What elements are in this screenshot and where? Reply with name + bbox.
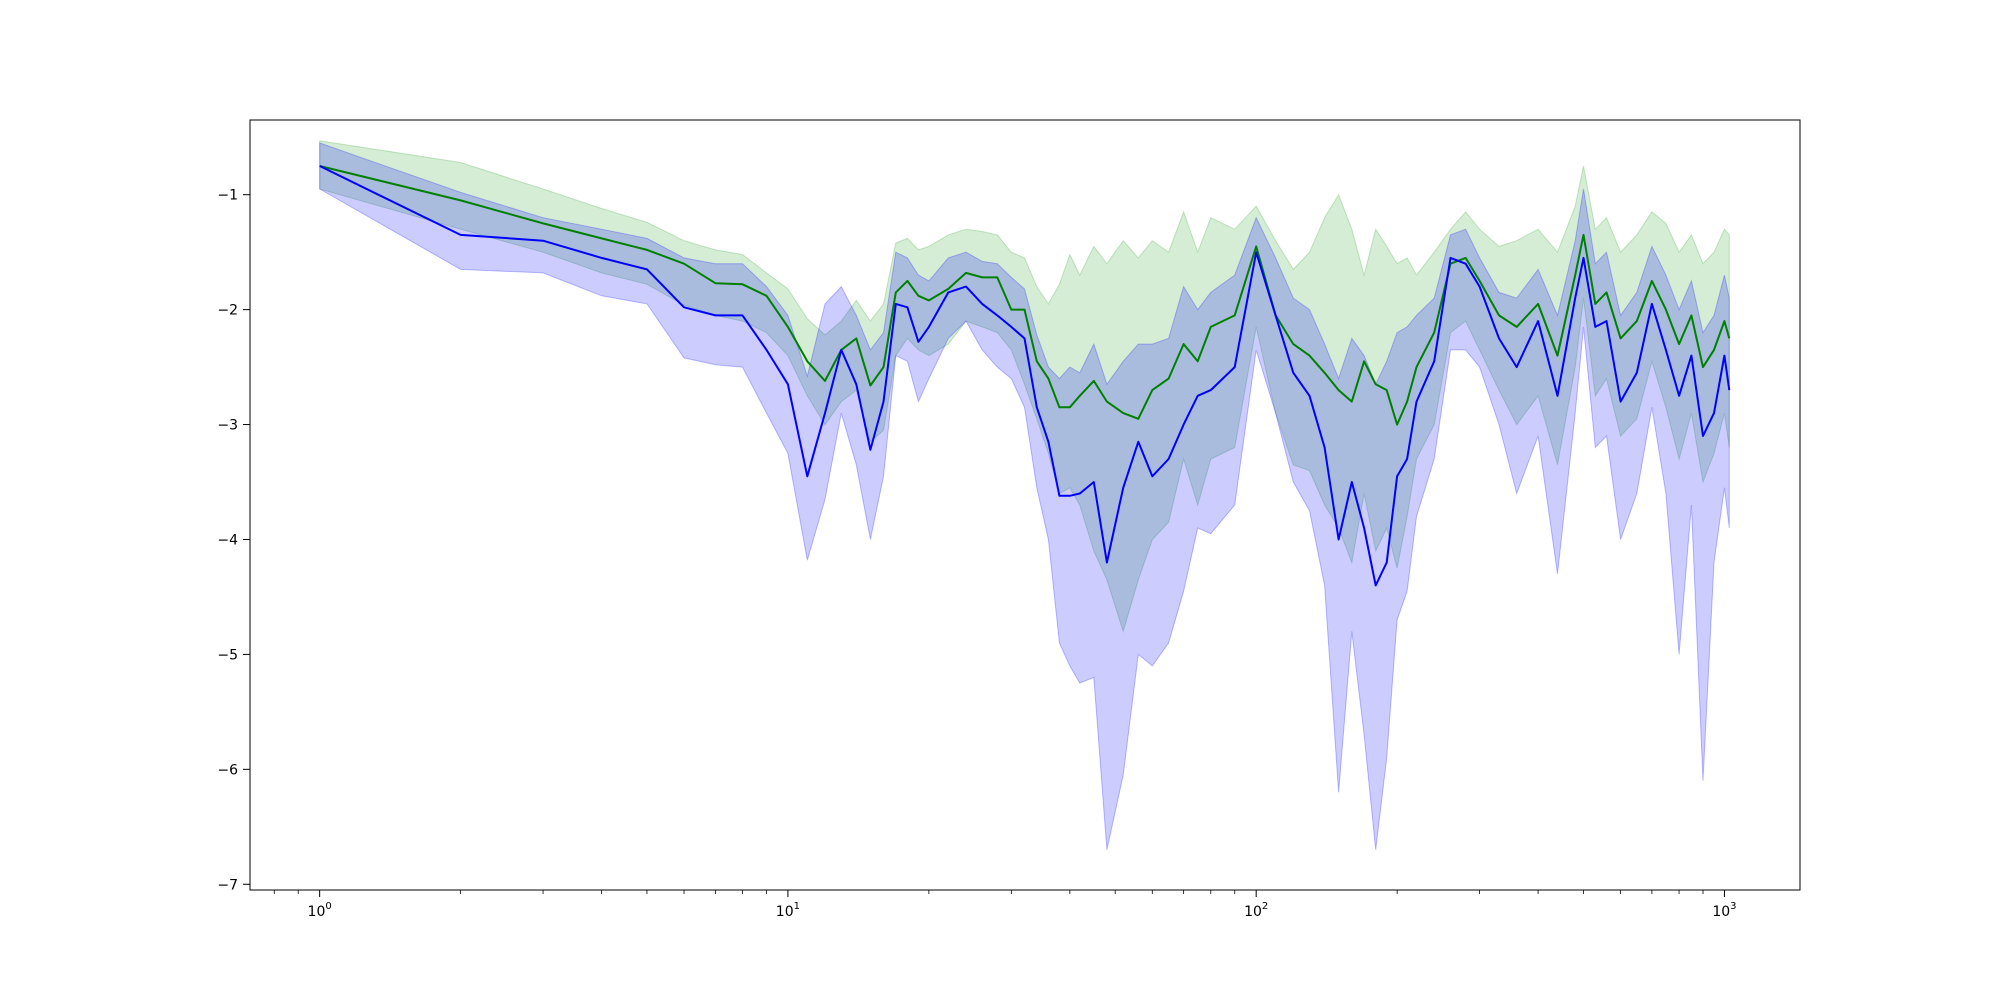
y-tick-label: −6 — [217, 762, 238, 778]
y-axis: −1 −2 −3 −4 −5 −6 −7 — [217, 188, 250, 893]
series-2-line — [319, 165, 1731, 587]
series-1-line — [319, 165, 1731, 426]
y-tick-label: −1 — [217, 188, 238, 204]
confidence-bands — [319, 140, 1730, 850]
plot-frame — [249, 119, 1801, 891]
series-lines — [319, 165, 1731, 587]
x-axis: 100 101 102 103 — [273, 890, 1737, 920]
x-tick-label: 101 — [776, 901, 800, 920]
x-tick-label: 102 — [1244, 901, 1268, 920]
y-tick-label: −5 — [217, 647, 238, 663]
y-tick-label: −7 — [217, 877, 238, 893]
x-tick-label: 100 — [308, 901, 332, 920]
series-1-band — [319, 140, 1730, 634]
y-tick-label: −3 — [217, 418, 238, 434]
y-tick-label: −2 — [217, 303, 238, 319]
series-2-band — [319, 142, 1730, 850]
x-tick-label: 103 — [1712, 901, 1736, 920]
y-tick-label: −4 — [217, 532, 238, 548]
